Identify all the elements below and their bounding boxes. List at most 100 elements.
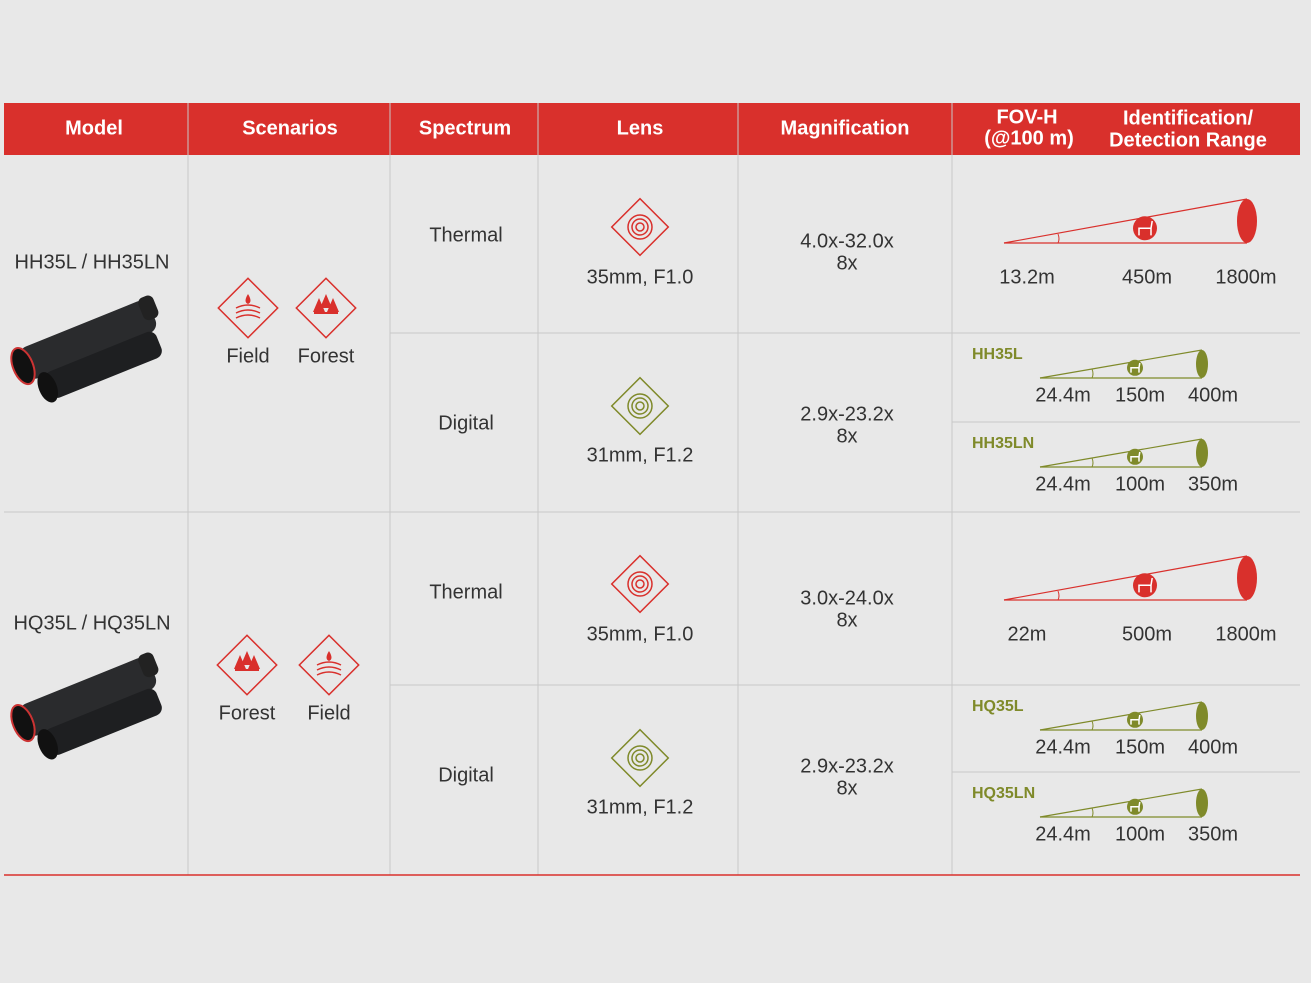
cone-end — [1196, 702, 1208, 730]
binocular-body — [19, 657, 157, 736]
lens-icon — [627, 571, 653, 597]
eyepiece — [138, 652, 159, 678]
header-cell: Spectrum — [418, 117, 512, 140]
angle-arc — [1057, 590, 1060, 601]
cone-end — [1196, 789, 1208, 817]
scenario-label: Forest — [297, 345, 355, 368]
spectrum-label: Digital — [438, 764, 494, 787]
lens-icon — [635, 753, 645, 763]
tree — [248, 655, 260, 669]
animal-icon — [1130, 714, 1141, 725]
lens — [10, 704, 36, 743]
lens-label: 31mm, F1.2 — [586, 796, 694, 819]
range-value: 500m — [1121, 623, 1173, 646]
animal-icon — [1130, 801, 1141, 812]
scenario-icon — [216, 634, 278, 696]
tree — [327, 298, 339, 312]
header-cell: Magnification — [780, 117, 910, 140]
binocular-body — [44, 688, 162, 755]
header-bar — [4, 103, 1300, 155]
spectrum-label: Digital — [438, 412, 494, 435]
animal-icon — [1138, 577, 1153, 593]
range-value: 150m — [1114, 736, 1166, 759]
field-line — [235, 304, 261, 309]
lens — [37, 729, 59, 760]
range-value: 350m — [1187, 473, 1239, 496]
field-line — [235, 314, 261, 319]
angle-arc — [1091, 807, 1094, 818]
range-value: 450m — [1121, 266, 1173, 289]
lens-icon — [610, 376, 670, 436]
scenario-icon — [217, 277, 279, 339]
magnification: 8x — [836, 425, 858, 448]
drop — [245, 294, 251, 304]
magnification: 2.9x-23.2x — [800, 755, 894, 778]
binoculars — [10, 652, 162, 760]
cone-edge — [1003, 555, 1248, 601]
lens-label: 31mm, F1.2 — [586, 444, 694, 467]
range-value: 1800m — [1215, 266, 1277, 289]
binocular-body — [19, 300, 157, 379]
magnification: 2.9x-23.2x — [800, 403, 894, 426]
tree — [241, 651, 253, 665]
animal-icon — [1130, 362, 1141, 373]
header-cell: (@100 m) — [984, 127, 1074, 150]
field-line — [316, 661, 342, 666]
range-model: HQ35LN — [972, 785, 1036, 802]
lens-icon — [635, 579, 645, 589]
magnification: 8x — [836, 609, 858, 632]
cone-edge — [1039, 438, 1203, 468]
tree — [234, 655, 246, 669]
cone-end — [1237, 556, 1257, 600]
lens-icon — [635, 401, 645, 411]
range-value: 100m — [1114, 473, 1166, 496]
binocular-body — [44, 331, 162, 398]
lens-icon — [631, 575, 649, 593]
animal-icon — [1138, 220, 1153, 236]
lens-label: 35mm, F1.0 — [586, 623, 694, 646]
drop — [326, 651, 332, 661]
range-value: 1800m — [1215, 623, 1277, 646]
scenario-icon — [298, 634, 360, 696]
header-cell: Lens — [616, 117, 664, 140]
header-cell: FOV-H — [996, 106, 1058, 129]
range-value: 400m — [1187, 384, 1239, 407]
angle-arc — [1091, 457, 1094, 468]
animal-icon — [1130, 451, 1141, 462]
model-name: HQ35L / HQ35LN — [13, 612, 171, 635]
cone-end — [1196, 439, 1208, 467]
range-value: 350m — [1187, 823, 1239, 846]
range-value: 13.2m — [999, 266, 1055, 289]
range-value: 24.4m — [1035, 384, 1091, 407]
range-value: 400m — [1187, 736, 1239, 759]
lens-icon — [610, 728, 670, 788]
scenario-label: Field — [307, 702, 351, 725]
cone-end — [1237, 199, 1257, 243]
lens-icon — [610, 554, 670, 614]
lens-icon — [635, 222, 645, 232]
range-model: HQ35L — [972, 698, 1024, 715]
lens-icon — [627, 393, 653, 419]
header-cell: Scenarios — [242, 117, 338, 140]
cone-end — [1196, 350, 1208, 378]
range-model: HH35L — [972, 346, 1023, 363]
cone-edge — [1039, 349, 1203, 379]
range-value: 100m — [1114, 823, 1166, 846]
lens-icon — [610, 197, 670, 257]
lens-label: 35mm, F1.0 — [586, 266, 694, 289]
cone-edge — [1039, 701, 1203, 731]
field-line — [235, 309, 261, 314]
model-name: HH35L / HH35LN — [14, 251, 170, 274]
eyepiece — [138, 295, 159, 321]
range-value: 22m — [1007, 623, 1047, 646]
cone-edge — [1039, 788, 1203, 818]
angle-arc — [1057, 233, 1060, 244]
header-cell: Detection Range — [1109, 129, 1267, 152]
range-value: 24.4m — [1035, 736, 1091, 759]
range-value: 24.4m — [1035, 823, 1091, 846]
scenario-label: Field — [226, 345, 270, 368]
lens — [10, 347, 36, 386]
tree — [320, 294, 332, 308]
